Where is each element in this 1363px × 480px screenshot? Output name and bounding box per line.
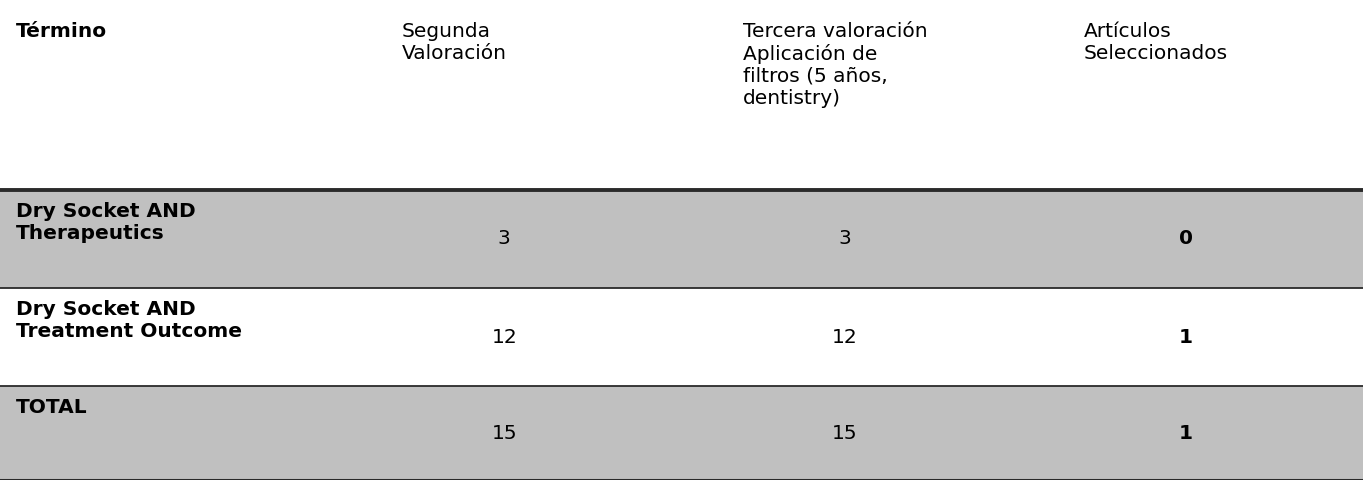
Text: 1: 1 bbox=[1179, 328, 1193, 347]
Text: Tercera valoración
Aplicación de
filtros (5 años,
dentistry): Tercera valoración Aplicación de filtros… bbox=[743, 22, 927, 108]
Text: Artículos
Seleccionados: Artículos Seleccionados bbox=[1084, 22, 1228, 62]
Text: 0: 0 bbox=[1179, 229, 1193, 248]
Text: 15: 15 bbox=[833, 424, 857, 443]
Text: 3: 3 bbox=[497, 229, 511, 248]
Text: 15: 15 bbox=[492, 424, 517, 443]
Text: Dry Socket AND
Treatment Outcome: Dry Socket AND Treatment Outcome bbox=[16, 300, 243, 341]
Bar bbox=[0, 386, 1363, 480]
Text: 12: 12 bbox=[492, 328, 517, 347]
Text: 3: 3 bbox=[838, 229, 852, 248]
Text: 1: 1 bbox=[1179, 424, 1193, 443]
Bar bbox=[0, 0, 1363, 190]
Text: TOTAL: TOTAL bbox=[16, 398, 89, 418]
Text: 12: 12 bbox=[833, 328, 857, 347]
Bar bbox=[0, 190, 1363, 288]
Text: Término: Término bbox=[16, 22, 108, 41]
Text: Dry Socket AND
Therapeutics: Dry Socket AND Therapeutics bbox=[16, 202, 196, 242]
Bar bbox=[0, 288, 1363, 386]
Text: Segunda
Valoración: Segunda Valoración bbox=[402, 22, 507, 62]
